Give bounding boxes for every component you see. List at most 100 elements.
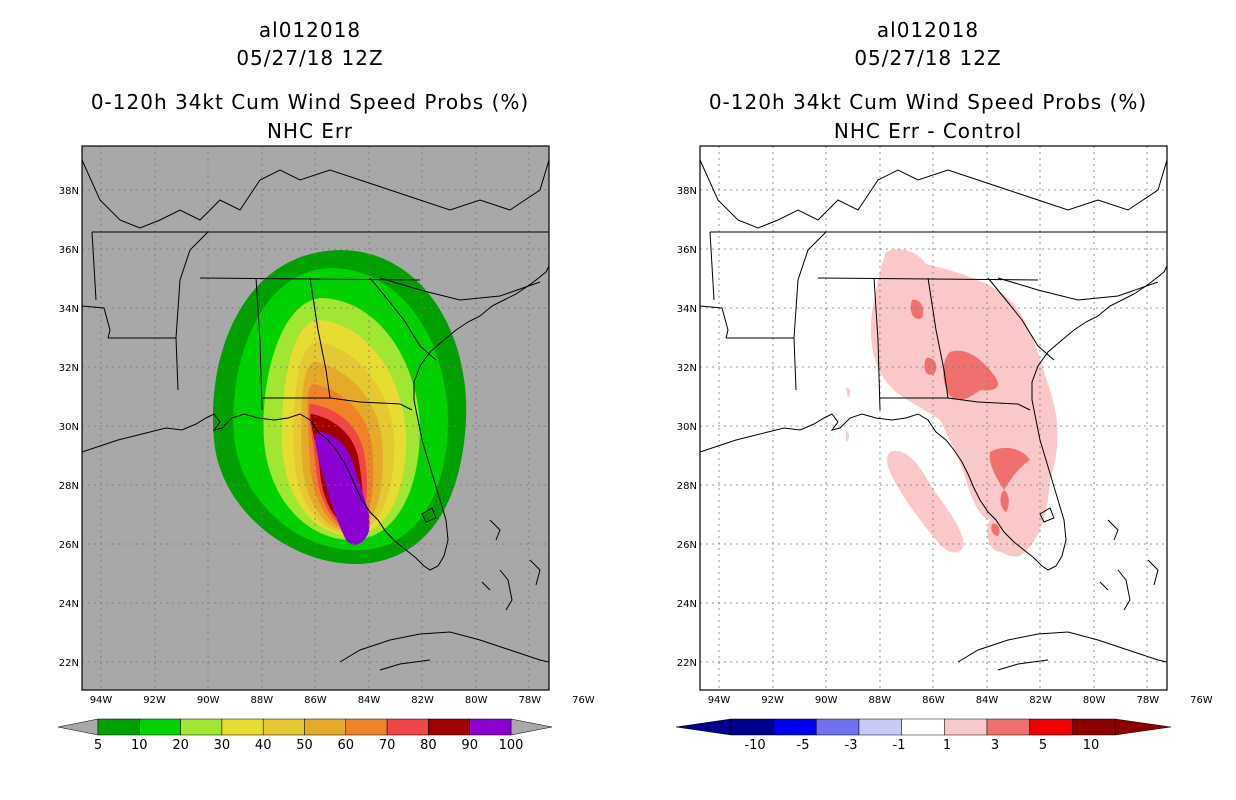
- colorbar-low-arrow: [675, 718, 732, 736]
- left-title-storm: al012018: [258, 18, 362, 42]
- colorbar-swatch: [180, 718, 223, 736]
- right-title-product: 0-120h 34kt Cum Wind Speed Probs (%): [708, 90, 1148, 114]
- lat-label: 36N: [59, 245, 79, 256]
- colorbar-swatch: [428, 718, 470, 736]
- left-lat-labels: 38N 36N 34N 32N 30N 28N 26N 24N 22N: [59, 186, 79, 669]
- left-colorbar: 5 10 20 30 40 50 60 70 80 90 100: [57, 718, 553, 753]
- colorbar-label: -10: [744, 738, 765, 753]
- colorbar-swatch: [986, 718, 1030, 736]
- colorbar-swatch: [730, 718, 774, 736]
- colorbar-label: 70: [379, 738, 396, 753]
- left-title-subtitle: NHC Err: [266, 119, 354, 143]
- lat-label: 32N: [59, 363, 79, 374]
- right-map-background: [700, 146, 1167, 690]
- left-probability-contours: [212, 250, 467, 565]
- lon-label: 80W: [1083, 695, 1106, 706]
- lat-label: 30N: [677, 422, 697, 433]
- colorbar-swatch: [816, 718, 860, 736]
- right-colorbar: -10 -5 -3 -1 1 3 5 10: [675, 718, 1172, 753]
- colorbar-label: 50: [296, 738, 313, 753]
- colorbar-swatch: [386, 718, 429, 736]
- colorbar-label: 30: [214, 738, 231, 753]
- colorbar-label: 20: [172, 738, 189, 753]
- left-title-product: 0-120h 34kt Cum Wind Speed Probs (%): [90, 90, 530, 114]
- lat-label: 22N: [677, 658, 697, 669]
- lon-label: 80W: [465, 695, 488, 706]
- lon-label: 84W: [976, 695, 999, 706]
- right-title-storm: al012018: [876, 18, 980, 42]
- lon-label: 82W: [1029, 695, 1052, 706]
- right-map: [699, 145, 1168, 691]
- lon-label: 94W: [90, 695, 113, 706]
- lon-label: 90W: [197, 695, 220, 706]
- right-lon-labels: 94W 92W 90W 88W 86W 84W 82W 80W 78W 76W: [708, 695, 1213, 706]
- colorbar-label: 5: [94, 738, 102, 753]
- colorbar-label: 3: [991, 738, 999, 753]
- colorbar-label: -3: [845, 738, 858, 753]
- colorbar-label: 90: [461, 738, 478, 753]
- colorbar-low-arrow: [57, 718, 99, 736]
- colorbar-swatch: [1072, 718, 1116, 736]
- lon-label: 92W: [143, 695, 166, 706]
- right-title-date: 05/27/18 12Z: [854, 46, 1002, 70]
- colorbar-label: 10: [1083, 738, 1100, 753]
- lon-label: 92W: [761, 695, 784, 706]
- lon-label: 76W: [572, 695, 595, 706]
- lat-label: 28N: [59, 481, 79, 492]
- lon-label: 78W: [1136, 695, 1159, 706]
- lon-label: 84W: [358, 695, 381, 706]
- colorbar-swatch: [262, 718, 305, 736]
- lat-label: 34N: [677, 304, 697, 315]
- lon-label: 86W: [304, 695, 327, 706]
- colorbar-label: 60: [338, 738, 355, 753]
- colorbar-swatch: [469, 718, 512, 736]
- colorbar-label: -5: [797, 738, 810, 753]
- colorbar-swatch: [773, 718, 817, 736]
- colorbar-swatch: [1029, 718, 1073, 736]
- colorbar-label: 1: [943, 738, 951, 753]
- lat-label: 22N: [59, 658, 79, 669]
- colorbar-label: 10: [131, 738, 148, 753]
- lat-label: 26N: [59, 540, 79, 551]
- lon-label: 86W: [922, 695, 945, 706]
- colorbar-label: 100: [499, 738, 524, 753]
- colorbar-swatch: [345, 718, 388, 736]
- left-lon-labels: 94W 92W 90W 88W 86W 84W 82W 80W 78W 76W: [90, 695, 595, 706]
- colorbar-high-arrow: [510, 718, 553, 736]
- right-map-frame: [699, 145, 1168, 691]
- colorbar-swatch: [944, 718, 988, 736]
- colorbar-label: 40: [255, 738, 272, 753]
- lon-label: 76W: [1190, 695, 1213, 706]
- right-difference-contours: [846, 249, 1058, 557]
- colorbar-swatch: [304, 718, 347, 736]
- lon-label: 88W: [868, 695, 891, 706]
- colorbar-swatch: [858, 718, 902, 736]
- lat-label: 38N: [59, 186, 79, 197]
- left-map-frame: [81, 145, 550, 691]
- colorbar-label: 5: [1039, 738, 1047, 753]
- colorbar-swatch: [97, 718, 140, 736]
- lat-label: 30N: [59, 422, 79, 433]
- lat-label: 36N: [677, 245, 697, 256]
- left-map: [81, 145, 550, 691]
- lat-label: 34N: [59, 304, 79, 315]
- lat-label: 32N: [677, 363, 697, 374]
- lat-label: 24N: [677, 599, 697, 610]
- lat-label: 26N: [677, 540, 697, 551]
- lon-label: 78W: [518, 695, 541, 706]
- colorbar-label: 80: [420, 738, 437, 753]
- colorbar-high-arrow: [1114, 718, 1172, 736]
- lat-label: 38N: [677, 186, 697, 197]
- lon-label: 82W: [411, 695, 434, 706]
- colorbar-swatch: [901, 718, 945, 736]
- lon-label: 94W: [708, 695, 731, 706]
- colorbar-swatch: [139, 718, 181, 736]
- left-title-date: 05/27/18 12Z: [236, 46, 384, 70]
- colorbar-swatch: [221, 718, 264, 736]
- lat-label: 28N: [677, 481, 697, 492]
- lon-label: 90W: [815, 695, 838, 706]
- colorbar-label: -1: [893, 738, 906, 753]
- right-title-subtitle: NHC Err - Control: [833, 119, 1023, 143]
- right-lat-labels: 38N 36N 34N 32N 30N 28N 26N 24N 22N: [677, 186, 697, 669]
